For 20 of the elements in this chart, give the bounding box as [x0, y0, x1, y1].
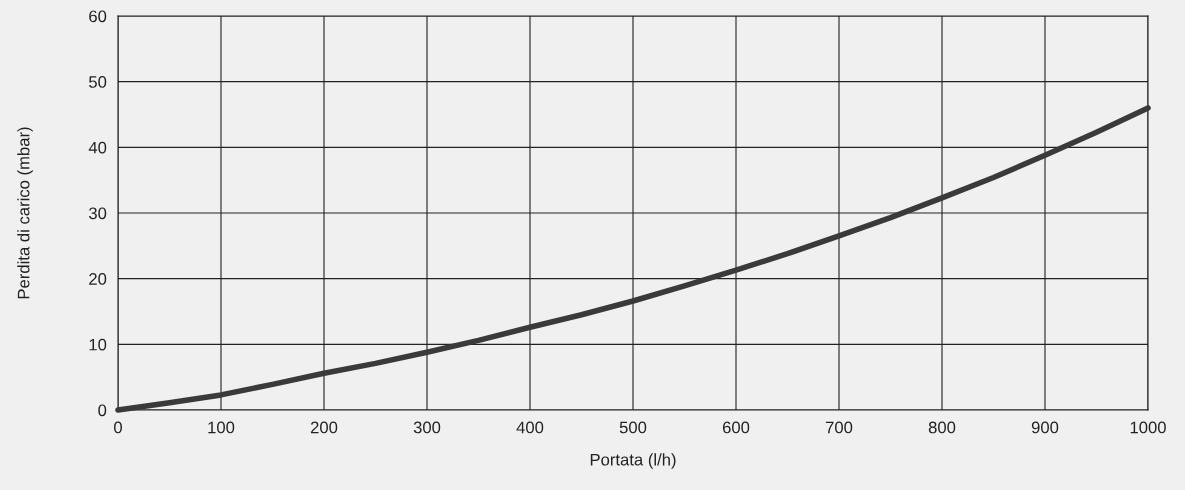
x-tick-label: 200 [310, 421, 338, 434]
x-tick-label: 0 [114, 421, 122, 434]
x-tick-label: 800 [928, 421, 956, 434]
y-tick-label: 30 [88, 207, 107, 220]
x-tick-label: 400 [516, 421, 544, 434]
y-tick-label: 60 [89, 10, 107, 23]
x-tick-label: 700 [825, 421, 853, 434]
y-tick-label: 0 [98, 404, 107, 417]
x-tick-label: 100 [208, 421, 235, 434]
y-axis-title: Perdita di carico (mbar) [17, 127, 33, 299]
x-tick-label: 300 [413, 421, 441, 434]
x-tick-label: 600 [722, 421, 750, 434]
y-tick-label: 10 [89, 338, 107, 351]
x-tick-label: 900 [1031, 421, 1059, 434]
y-tick-label: 20 [89, 273, 107, 285]
x-tick-label: 1000 [1130, 421, 1166, 434]
x-tick-label: 500 [619, 421, 647, 434]
y-tick-label: 40 [88, 141, 107, 154]
x-axis-title: Portata (l/h) [590, 453, 676, 469]
y-tick-label: 50 [89, 76, 107, 88]
